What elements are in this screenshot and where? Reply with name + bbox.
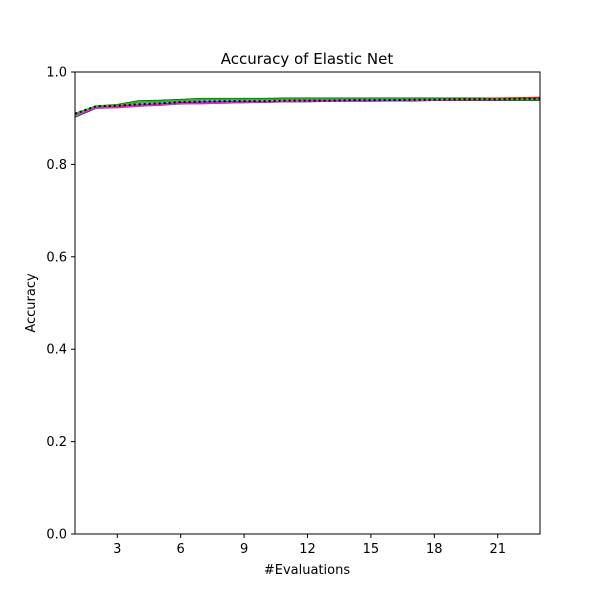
x-tick-label: 18 [426, 542, 443, 557]
x-tick-label: 21 [489, 542, 506, 557]
x-tick-label: 9 [240, 542, 248, 557]
y-axis-label: Accuracy [24, 273, 39, 333]
y-tick-label: 1.0 [46, 66, 67, 81]
x-tick-label: 15 [363, 542, 380, 557]
y-tick-label: 0.6 [46, 250, 67, 265]
y-tick-label: 0.0 [46, 528, 67, 543]
x-tick-label: 3 [113, 542, 121, 557]
chart-title: Accuracy of Elastic Net [221, 50, 394, 68]
series-layer [74, 96, 541, 118]
x-axis-label: #Evaluations [264, 563, 350, 578]
y-tick-label: 0.4 [46, 343, 67, 358]
x-tick-label: 6 [177, 542, 185, 557]
x-tick-label: 12 [299, 542, 316, 557]
y-axis: 0.0 0.2 0.4 0.6 0.8 1.0 [46, 66, 75, 543]
y-tick-label: 0.8 [46, 158, 67, 173]
x-axis: 3 6 9 12 15 18 21 [113, 534, 506, 557]
series-line-4 [74, 98, 540, 115]
y-tick-label: 0.2 [46, 435, 67, 450]
